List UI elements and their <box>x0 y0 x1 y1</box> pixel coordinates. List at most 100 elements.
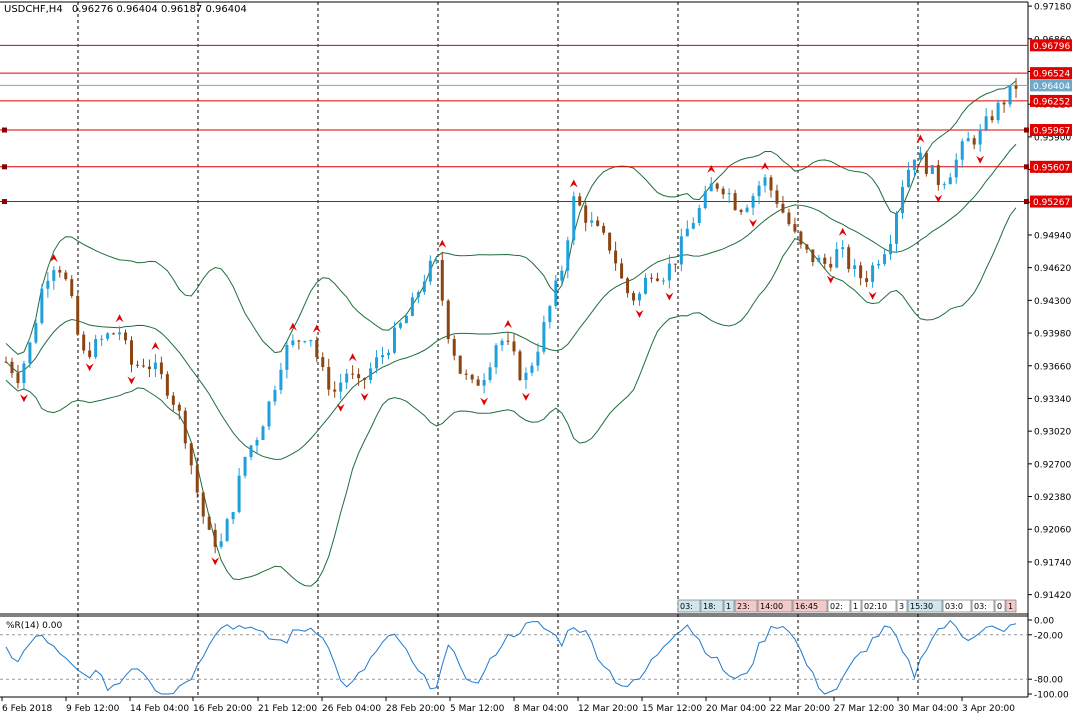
candle-body <box>590 220 594 223</box>
candle-body <box>303 341 307 343</box>
candle-body <box>470 374 474 380</box>
candle-body <box>763 177 767 186</box>
session-box <box>850 599 862 613</box>
price-axis-label: 0.93980 <box>1034 330 1071 340</box>
candle-body <box>972 138 976 145</box>
candle-body <box>703 191 707 209</box>
session-box-label: 02: <box>830 602 843 611</box>
candle-body <box>4 361 8 363</box>
fractal-up-arrow <box>288 322 297 331</box>
candle-body <box>584 205 588 223</box>
session-box <box>700 599 724 613</box>
price-axis-label: 0.93340 <box>1034 395 1071 405</box>
candle-body <box>936 165 940 185</box>
candle-body <box>894 213 898 244</box>
fractal-down-arrow <box>749 219 758 228</box>
session-box <box>677 599 701 613</box>
candle-body <box>883 254 887 264</box>
candle-body <box>381 355 385 358</box>
fractal-up-arrow <box>838 227 847 236</box>
candle-body <box>835 249 839 268</box>
session-time-boxes: 03: 18: 1 23: 14:00 16:45 02: 1 02:10 3 15:30 03:0 0… <box>677 599 1017 613</box>
fractal-arrows <box>19 134 985 566</box>
candle-body <box>225 519 229 542</box>
session-box-label: 0 <box>997 602 1002 611</box>
candle-body <box>799 231 803 245</box>
time-axis-label: 22 Mar 20:00 <box>770 704 830 714</box>
time-axis-label: 20 Mar 04:00 <box>706 704 766 714</box>
candle-body <box>996 102 1000 121</box>
price-level-tag <box>1030 195 1072 208</box>
candle-body <box>775 190 779 204</box>
fractal-up-arrow <box>569 179 578 188</box>
price-level-tag-text: 0.95967 <box>1033 127 1070 137</box>
level-anchor <box>1024 127 1029 133</box>
level-anchor <box>2 164 7 170</box>
candle-body <box>207 516 211 530</box>
price-level-tag <box>1030 160 1072 173</box>
candle-body <box>912 159 916 170</box>
time-axis-label: 3 Apr 20:00 <box>962 704 1015 714</box>
session-box <box>994 599 1006 613</box>
candle-body <box>345 373 349 383</box>
time-axis-label: 5 Mar 12:00 <box>450 704 505 714</box>
fractal-up-arrow <box>761 162 770 171</box>
bollinger-lower <box>5 207 1017 587</box>
candle-body <box>691 222 695 229</box>
fractal-up-arrow <box>49 253 58 262</box>
session-box <box>942 599 972 613</box>
candle-body <box>34 323 38 343</box>
candles <box>4 78 1018 554</box>
fractal-up-arrow <box>438 239 447 248</box>
candle-body <box>709 183 713 192</box>
session-box-label: 3 <box>899 602 904 611</box>
candle-body <box>924 152 928 174</box>
candle-body <box>649 277 653 279</box>
candle-body <box>10 361 14 374</box>
fractal-up-arrow <box>151 342 160 351</box>
price-level-tag-text: 0.96252 <box>1033 97 1070 107</box>
candle-body <box>906 169 910 187</box>
candle-body <box>40 288 44 324</box>
candle-body <box>697 208 701 223</box>
candle-body <box>70 279 74 296</box>
time-axis-label: 28 Feb 20:00 <box>386 704 445 714</box>
indicator-label: %R(14) 0.00 <box>6 621 62 631</box>
fractal-up-arrow <box>504 319 513 328</box>
fractal-up-arrow <box>916 134 925 143</box>
candle-body <box>512 341 516 352</box>
wpr-axis-label: -100.00 <box>1034 691 1069 701</box>
candle-body <box>667 263 671 281</box>
time-axis-label: 26 Feb 04:00 <box>322 704 381 714</box>
candle-body <box>847 247 851 269</box>
candle-body <box>22 363 26 384</box>
candle-body <box>608 232 612 251</box>
candle-body <box>918 152 922 160</box>
price-level-tag <box>1030 67 1072 80</box>
candle-body <box>865 278 869 282</box>
time-axis-label: 21 Feb 12:00 <box>258 704 317 714</box>
fractal-down-arrow <box>521 392 530 401</box>
candle-body <box>781 203 785 213</box>
candle-body <box>721 188 725 195</box>
candle-body <box>942 184 946 186</box>
candle-body <box>386 352 390 356</box>
candle-body <box>655 278 659 281</box>
candle-body <box>829 263 833 268</box>
candle-body <box>416 292 420 298</box>
candle-body <box>291 340 295 346</box>
candle-body <box>177 404 181 411</box>
price-axis-label: 0.91740 <box>1034 558 1071 568</box>
symbol-header: USDCHF,H4 0.96276 0.96404 0.96187 0.9640… <box>4 4 247 15</box>
candle-body <box>1008 85 1012 105</box>
price-axis-label: 0.95900 <box>1034 133 1071 143</box>
candle-body <box>434 260 438 262</box>
fractal-down-arrow <box>826 275 835 284</box>
candle-body <box>638 293 642 301</box>
candle-body <box>267 401 271 427</box>
candle-body <box>315 340 319 358</box>
price-level-tag <box>1030 39 1072 52</box>
level-anchor <box>2 127 7 133</box>
candle-body <box>889 243 893 255</box>
session-box <box>1005 599 1017 613</box>
